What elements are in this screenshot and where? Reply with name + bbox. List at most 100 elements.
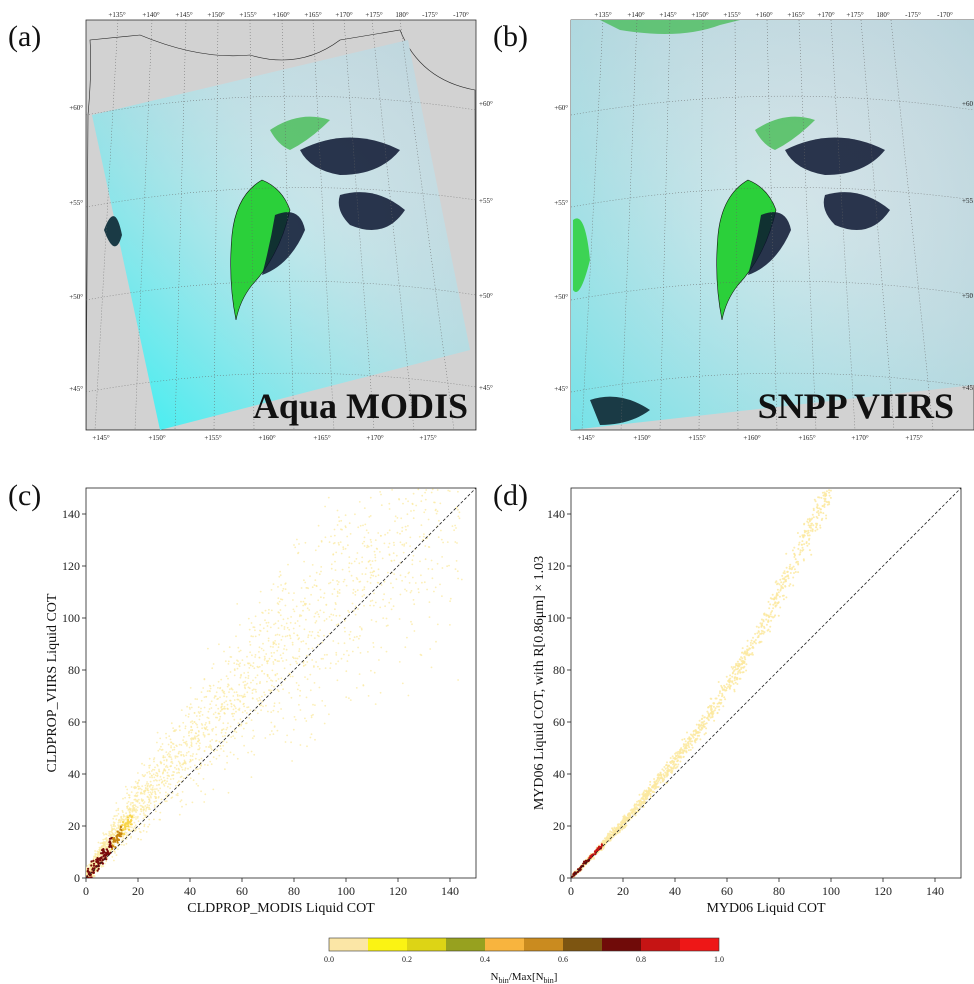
scatter-point bbox=[709, 704, 711, 707]
scatter-point bbox=[151, 787, 154, 789]
scatter-point bbox=[175, 768, 178, 770]
scatter-point bbox=[346, 535, 349, 538]
scatter-point bbox=[334, 560, 336, 563]
scatter-point bbox=[247, 671, 250, 674]
scatter-point bbox=[196, 698, 199, 701]
scatter-point bbox=[266, 680, 268, 683]
scatter-point bbox=[657, 780, 660, 783]
scatter-point bbox=[803, 529, 806, 532]
scatter-point bbox=[808, 537, 811, 540]
scatter-point bbox=[196, 723, 198, 726]
scatter-point bbox=[133, 821, 136, 824]
scatter-point bbox=[282, 618, 285, 621]
scatter-point bbox=[139, 787, 142, 790]
scatter-point bbox=[812, 516, 815, 519]
scatter-point-dense bbox=[96, 869, 99, 872]
scatter-point bbox=[312, 703, 314, 706]
scatter-point bbox=[265, 653, 268, 655]
scatter-point bbox=[227, 791, 230, 794]
scatter-point bbox=[180, 709, 183, 711]
scatter-point bbox=[707, 714, 710, 717]
scatter-point bbox=[176, 792, 179, 795]
scatter-point bbox=[211, 730, 214, 732]
tick-left-b: +55° bbox=[554, 199, 568, 207]
scatter-point bbox=[456, 570, 459, 573]
scatter-point bbox=[823, 491, 826, 494]
scatter-point bbox=[600, 841, 603, 844]
scatter-point bbox=[157, 749, 160, 752]
scatter-point bbox=[299, 744, 302, 746]
scatter-point bbox=[294, 546, 297, 549]
scatter-point bbox=[315, 620, 318, 622]
scatter-point bbox=[646, 791, 649, 794]
scatter-point bbox=[160, 745, 162, 748]
scatter-point bbox=[231, 712, 234, 715]
colorbar-tick-label: 0.2 bbox=[402, 955, 412, 964]
scatter-point bbox=[703, 716, 706, 719]
scatter-point bbox=[627, 814, 629, 817]
scatter-point bbox=[740, 666, 743, 669]
scatter-point bbox=[179, 763, 181, 765]
scatter-point bbox=[227, 660, 230, 663]
scatter-point bbox=[172, 743, 175, 745]
scatter-point-dense bbox=[112, 840, 115, 843]
scatter-point bbox=[201, 727, 204, 730]
scatter-point bbox=[296, 634, 299, 637]
scatter-point bbox=[135, 800, 138, 803]
tick-bottom-b: +145° bbox=[577, 434, 594, 442]
scatter-point bbox=[302, 662, 305, 664]
scatter-point bbox=[191, 755, 194, 757]
scatter-point bbox=[738, 669, 741, 672]
scatter-point bbox=[207, 710, 210, 713]
scatter-point bbox=[744, 652, 747, 655]
scatter-point bbox=[270, 589, 273, 591]
scatter-point bbox=[358, 581, 361, 583]
scatter-point bbox=[137, 772, 139, 774]
scatter-point bbox=[165, 751, 168, 753]
scatter-point bbox=[320, 566, 323, 568]
scatter-point bbox=[305, 587, 308, 589]
scatter-point bbox=[158, 770, 160, 772]
tick-bottom-a: +165° bbox=[313, 434, 330, 442]
scatter-point bbox=[642, 806, 645, 808]
scatter-point bbox=[819, 511, 822, 514]
scatter-point bbox=[815, 524, 818, 527]
scatter-point bbox=[283, 667, 286, 670]
scatter-point bbox=[393, 544, 395, 546]
scatter-point bbox=[823, 506, 826, 508]
scatter-point bbox=[182, 777, 185, 780]
scatter-point bbox=[304, 541, 307, 544]
scatter-point-dense bbox=[92, 862, 96, 865]
scatter-point bbox=[323, 654, 326, 656]
scatter-point bbox=[828, 491, 831, 494]
scatter-point bbox=[207, 647, 209, 650]
scatter-point bbox=[236, 695, 239, 697]
scatter-point bbox=[104, 838, 106, 840]
scatter-point bbox=[232, 735, 235, 737]
scatter-point bbox=[388, 542, 391, 545]
scatter-point-dense bbox=[99, 859, 102, 862]
scatter-point bbox=[153, 806, 156, 808]
scatter-point bbox=[665, 773, 668, 776]
scatter-point bbox=[270, 679, 272, 682]
scatter-point bbox=[717, 681, 720, 683]
scatter-point bbox=[229, 725, 232, 728]
scatter-point bbox=[348, 697, 350, 699]
scatter-point bbox=[782, 598, 785, 601]
scatter-point bbox=[298, 703, 300, 706]
scatter-point bbox=[227, 722, 229, 725]
scatter-point bbox=[282, 660, 284, 662]
scatter-point bbox=[826, 501, 829, 504]
scatter-point bbox=[250, 776, 253, 778]
scatter-point bbox=[189, 687, 192, 689]
scatter-point bbox=[175, 794, 178, 796]
scatter-point-dense bbox=[127, 828, 131, 831]
scatter-point bbox=[94, 853, 97, 856]
scatter-point bbox=[371, 560, 374, 562]
scatter-point bbox=[361, 573, 364, 575]
colorbar-ticks: 0.0 0.2 0.4 0.6 0.8 1.0 bbox=[324, 955, 724, 964]
scatter-point bbox=[273, 685, 275, 688]
scatter-point bbox=[280, 657, 283, 660]
scatter-point bbox=[361, 561, 363, 563]
scatter-point bbox=[244, 680, 247, 683]
